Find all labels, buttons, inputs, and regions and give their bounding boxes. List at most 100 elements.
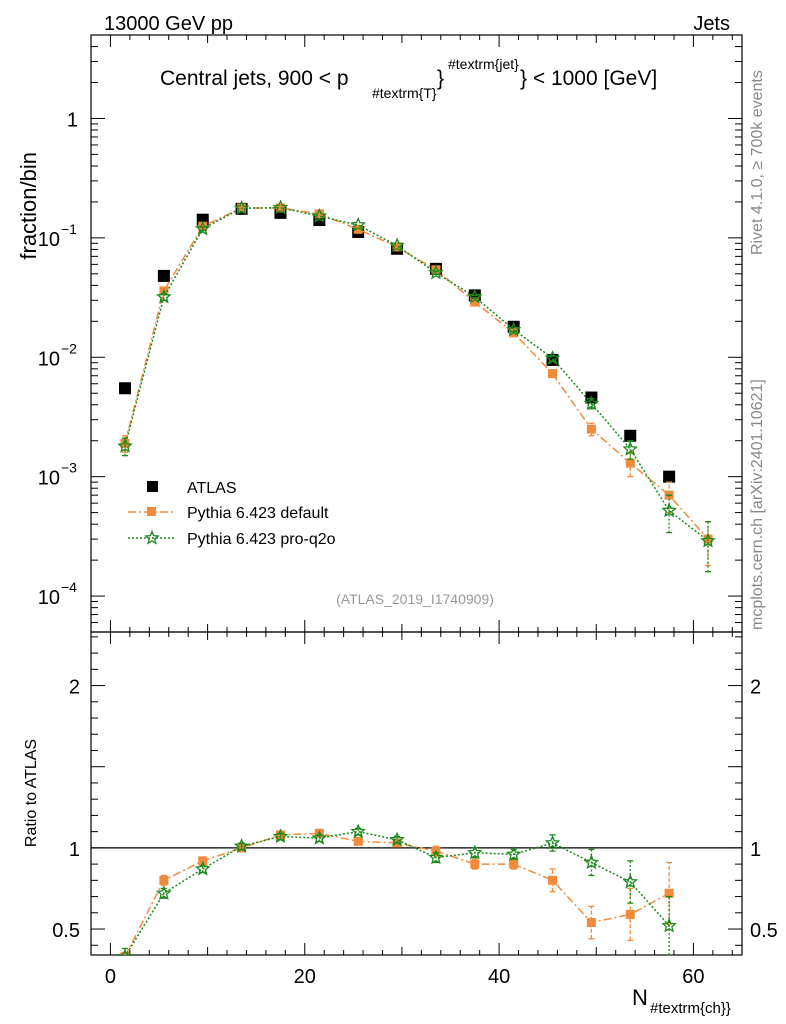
data-point-proq2o	[233, 200, 250, 215]
header-left: 13000 GeV pp	[104, 13, 233, 35]
side-label-mcplots: mcplots.cern.ch [arXiv:2401.10621]	[749, 379, 766, 630]
data-point-proq2o	[661, 917, 677, 933]
data-point-default	[353, 836, 363, 846]
data-point-proq2o	[700, 532, 716, 548]
legend-marker-atlas	[147, 481, 158, 492]
main-y-tick-label: 1	[67, 109, 78, 131]
main-y-tick-label-exp: −3	[61, 460, 77, 476]
title-subscript: #textrm{T}	[372, 85, 437, 101]
main-axis-ticks: 10 −410 −310 −210 −11	[38, 34, 742, 633]
data-point-default	[548, 369, 558, 379]
x-tick-label: 0	[105, 966, 116, 988]
title-superscript: #textrm{jet}	[448, 56, 519, 72]
data-point-default	[353, 224, 363, 234]
data-point-default	[664, 888, 674, 898]
main-y-tick-label-base: 10	[38, 229, 60, 251]
data-point-proq2o	[622, 873, 639, 889]
data-point-atlas	[157, 269, 170, 282]
data-point-proq2o	[467, 844, 483, 860]
data-point-proq2o	[583, 395, 600, 411]
data-point-atlas	[624, 429, 637, 442]
data-point-proq2o	[505, 846, 522, 862]
header-right: Jets	[693, 13, 730, 35]
main-y-axis-label: fraction/bin	[16, 152, 41, 260]
data-point-default	[159, 875, 169, 885]
data-point-default	[586, 424, 596, 434]
data-point-default	[314, 209, 324, 219]
data-point-proq2o	[661, 502, 677, 518]
legend-marker-proq2o	[144, 529, 160, 545]
ratio-y-tick-label-right: 1	[750, 839, 761, 861]
ratio-y-tick-label: 0.5	[52, 920, 80, 942]
data-point-proq2o	[194, 220, 211, 236]
data-point-default	[275, 203, 285, 213]
legend-label-proq2o: Pythia 6.423 pro-q2o	[187, 531, 336, 548]
data-point-default	[470, 297, 480, 307]
series-proq2o	[117, 199, 716, 573]
x-axis-label-sub: #textrm{ch}}	[650, 1000, 731, 1017]
main-y-tick-label-exp: −1	[61, 221, 77, 237]
legend-label-default: Pythia 6.423 default	[187, 505, 329, 522]
data-point-proq2o	[622, 440, 639, 456]
data-point-default	[120, 952, 130, 955]
data-point-proq2o	[428, 849, 444, 865]
data-point-proq2o	[233, 838, 250, 853]
main-y-tick-label-exp: −2	[61, 340, 77, 356]
data-point-proq2o	[505, 321, 522, 337]
ratio-y-tick-label: 1	[69, 839, 80, 861]
data-point-default	[392, 242, 402, 252]
data-point-proq2o	[311, 829, 328, 845]
data-point-proq2o	[544, 350, 561, 365]
data-point-proq2o	[117, 948, 133, 955]
data-point-default	[625, 458, 635, 468]
series-line-default	[124, 207, 709, 540]
analysis-watermark: (ATLAS_2019_I1740909)	[336, 591, 494, 607]
legend-marker-default	[147, 507, 156, 516]
series-line-proq2o	[125, 830, 670, 955]
data-point-proq2o	[156, 288, 172, 304]
main-data-layer	[117, 199, 716, 573]
title-brace: }	[437, 67, 444, 90]
ratio-y-tick-label-right: 2	[750, 677, 761, 699]
ratio-axis-ticks: 0 20 40 60 0.5 0.5 1 1 2 2	[52, 632, 778, 988]
data-point-proq2o	[117, 437, 133, 453]
ratio-y-tick-label-right: 0.5	[750, 920, 778, 942]
main-y-tick-label-base: 10	[38, 587, 60, 609]
data-point-atlas	[119, 382, 132, 395]
main-y-tick-label-exp: −4	[61, 579, 77, 595]
plot-title: Central jets, 900 < p #textrm{T} } #text…	[160, 56, 657, 101]
data-point-default	[431, 265, 441, 275]
data-point-proq2o	[389, 831, 405, 847]
data-point-proq2o	[544, 834, 561, 850]
x-axis-label-main: N	[632, 985, 648, 1010]
title-suffix: } < 1000 [GeV]	[520, 67, 657, 90]
data-point-default	[198, 221, 208, 231]
ratio-plot-frame	[90, 631, 743, 956]
data-point-proq2o	[272, 199, 289, 215]
data-point-proq2o	[311, 207, 328, 223]
x-tick-label: 40	[488, 966, 510, 988]
data-point-proq2o	[467, 288, 483, 304]
series-line-default	[124, 832, 670, 955]
data-point-default	[509, 859, 519, 869]
data-point-default	[625, 909, 635, 919]
x-tick-label: 60	[682, 966, 704, 988]
side-label-rivet: Rivet 4.1.0, ≥ 700k events	[749, 70, 766, 255]
main-y-tick-label-base: 10	[38, 468, 60, 490]
legend-label-atlas: ATLAS	[187, 480, 237, 497]
data-point-proq2o	[156, 885, 172, 900]
main-y-tick-label-base: 10	[38, 348, 60, 370]
data-point-proq2o	[583, 854, 600, 870]
title-prefix: Central jets, 900 < p	[160, 67, 349, 90]
data-point-proq2o	[350, 823, 366, 839]
data-point-proq2o	[272, 828, 289, 844]
data-point-default	[548, 875, 558, 885]
data-point-default	[586, 918, 596, 928]
data-point-atlas	[663, 470, 676, 483]
data-point-proq2o	[350, 216, 366, 232]
x-tick-label: 20	[294, 966, 316, 988]
ratio-y-axis-label: Ratio to ATLAS	[23, 739, 40, 847]
series-line-proq2o	[124, 206, 709, 542]
data-point-proq2o	[194, 860, 211, 876]
